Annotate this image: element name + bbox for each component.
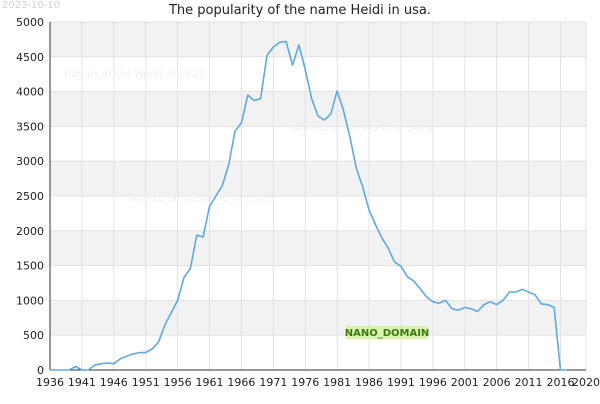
watermark-text: Names of the World © 2023: [130, 193, 271, 204]
grid-lines: [49, 21, 587, 371]
grid-band: [50, 91, 586, 127]
y-tick-label: 0: [37, 364, 44, 377]
y-tick-label: 1500: [16, 260, 44, 273]
chart-title: The popularity of the name Heidi in usa.: [168, 3, 432, 18]
x-tick-label: 1986: [355, 376, 383, 389]
x-tick-label: 1941: [68, 376, 96, 389]
series-line: [50, 40, 567, 371]
grid-band: [50, 22, 586, 57]
x-tick-label: 1946: [100, 376, 128, 389]
x-tick-label: 2020: [572, 376, 600, 389]
grid-band: [50, 161, 586, 196]
x-tick-label: 2011: [515, 376, 543, 389]
grid-band: [50, 300, 586, 336]
x-tick-label: 2016: [546, 376, 574, 389]
x-tick-label: 1991: [387, 376, 415, 389]
watermark-layer: Names of the World © 2023 Names of the Wo…: [64, 69, 433, 204]
grid-band: [50, 230, 586, 266]
x-tick-label: 1951: [132, 376, 160, 389]
y-tick-label: 2000: [16, 225, 44, 238]
series-layer: [50, 40, 567, 371]
date-stamp: 2023-10-10: [2, 0, 61, 11]
axes: [49, 22, 586, 371]
watermark-text: Names of the World © 2023: [292, 123, 433, 134]
x-tick-label: 1966: [227, 376, 255, 389]
x-tick-label: 1971: [259, 376, 287, 389]
x-tick-label: 1961: [196, 376, 224, 389]
x-tick-label: 1976: [291, 376, 319, 389]
tick-labels: 0 500 1000 1500 2000 2500 3000 3500 4000 4500 5000…: [16, 16, 600, 389]
nano-domain-layer: NANO_DOMAIN: [345, 326, 430, 339]
watermark-text: Names of the World © 2023: [64, 69, 205, 80]
y-tick-label: 3500: [16, 120, 44, 133]
x-tick-label: 1996: [419, 376, 447, 389]
y-tick-label: 3000: [16, 155, 44, 168]
y-tick-label: 4500: [16, 51, 44, 64]
nano-domain-label: NANO_DOMAIN: [345, 328, 430, 339]
y-tick-label: 4000: [16, 86, 44, 99]
y-tick-label: 2500: [16, 190, 44, 203]
x-tick-label: 1956: [164, 376, 192, 389]
x-tick-label: 1981: [323, 376, 351, 389]
x-tick-label: 2006: [483, 376, 511, 389]
y-tick-label: 5000: [16, 16, 44, 29]
y-tick-label: 1000: [16, 294, 44, 307]
nano-domain-badge: [346, 326, 428, 339]
y-tick-label: 500: [23, 329, 44, 342]
x-tick-label: 1936: [36, 376, 64, 389]
x-tick-label: 2001: [451, 376, 479, 389]
